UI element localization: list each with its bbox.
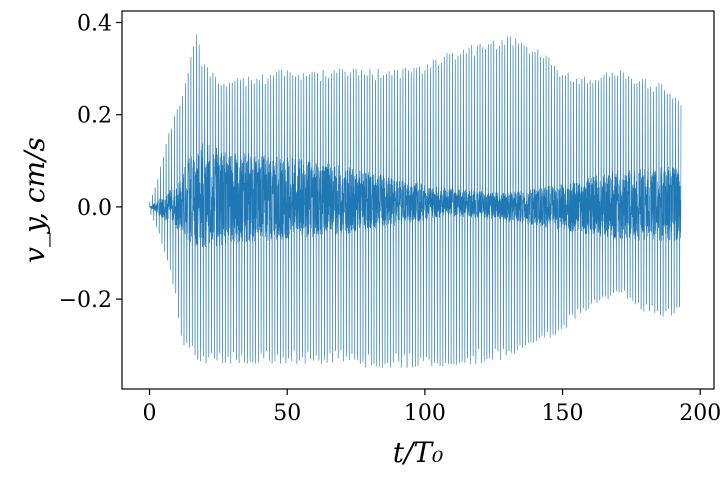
series-line-vy — [149, 34, 682, 368]
y-axis-label: v_y, cm/s — [18, 137, 51, 263]
y-tick-label: 0.0 — [77, 196, 112, 221]
x-tick-label: 200 — [679, 401, 721, 426]
x-tick-label: 50 — [273, 401, 301, 426]
x-axis-ticks: 0 50 100 150 200 — [143, 389, 721, 426]
x-axis-label-text: t/T₀ — [393, 436, 444, 469]
x-axis-label: t/T₀ — [393, 436, 444, 469]
y-axis-label-text: v_y, cm/s — [18, 137, 51, 263]
plot-frame — [121, 10, 715, 390]
x-tick-label: 0 — [143, 401, 157, 426]
y-axis-ticks: −0.2 0.0 0.2 0.4 — [59, 12, 122, 313]
y-tick-label: 0.2 — [77, 104, 112, 129]
x-tick-label: 150 — [542, 401, 584, 426]
y-tick-label: −0.2 — [59, 288, 112, 313]
x-tick-label: 100 — [404, 401, 446, 426]
y-tick-label: 0.4 — [77, 12, 112, 37]
series-layer — [149, 34, 682, 368]
